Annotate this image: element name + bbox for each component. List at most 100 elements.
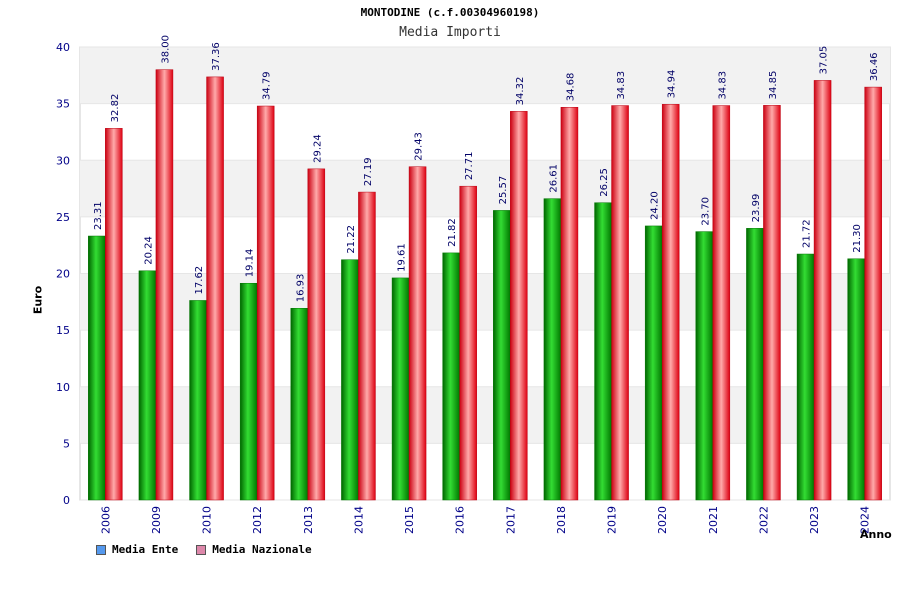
y-tick-label: 25 xyxy=(56,211,70,224)
x-tick-label: 2012 xyxy=(251,506,264,534)
data-label: 38.00 xyxy=(160,35,171,64)
y-tick-label: 30 xyxy=(56,154,70,167)
bar-media-ente xyxy=(594,202,612,501)
bar-media-nazionale xyxy=(408,166,427,501)
bar-media-ente xyxy=(644,225,663,501)
legend-swatch-media-ente xyxy=(96,544,106,555)
bar-media-ente xyxy=(442,252,460,501)
chart-title: MONTODINE (c.f.00304960198) xyxy=(360,6,540,19)
bar-media-nazionale xyxy=(813,80,832,501)
legend: Media Ente Media Nazionale xyxy=(96,543,312,556)
bar-media-nazionale xyxy=(661,104,680,501)
bar-media-nazionale xyxy=(864,86,882,501)
x-tick-label: 2022 xyxy=(757,506,770,534)
bar-media-ente xyxy=(138,270,157,501)
data-label: 21.72 xyxy=(802,219,813,248)
legend-label-media-nazionale: Media Nazionale xyxy=(212,543,312,556)
data-label: 29.24 xyxy=(312,134,323,163)
x-tick-label: 2016 xyxy=(454,506,467,534)
bar-media-nazionale xyxy=(358,191,376,501)
data-label: 17.62 xyxy=(194,266,205,295)
legend-swatch-media-nazionale xyxy=(196,544,207,555)
data-label: 21.22 xyxy=(346,225,357,254)
bar-media-nazionale xyxy=(256,105,275,501)
x-tick-labels: 2006 2009 2010 2012 2013 2014 2015 2016 2017 2018… xyxy=(99,506,871,534)
bar-media-nazionale xyxy=(510,111,528,501)
bar-media-ente xyxy=(341,259,359,501)
x-tick-label: 2013 xyxy=(302,506,315,534)
data-label: 36.46 xyxy=(869,52,880,81)
data-label: 27.71 xyxy=(464,152,475,181)
data-label: 37.05 xyxy=(819,46,830,75)
y-tick-label: 35 xyxy=(56,98,70,111)
bar-media-nazionale xyxy=(206,76,224,501)
x-tick-label: 2018 xyxy=(555,506,568,534)
data-label: 21.30 xyxy=(852,224,863,253)
bar-media-nazionale xyxy=(763,105,781,501)
y-tick-label: 0 xyxy=(63,494,70,507)
legend-item-media-ente: Media Ente xyxy=(96,543,178,556)
data-label: 23.31 xyxy=(93,201,104,230)
bar-media-nazionale xyxy=(712,105,731,501)
chart-subtitle: Media Importi xyxy=(399,25,501,40)
data-label: 20.24 xyxy=(143,236,154,265)
data-label: 23.70 xyxy=(700,197,711,226)
x-tick-label: 2010 xyxy=(201,506,214,534)
bar-media-ente xyxy=(391,277,410,501)
bar-media-nazionale xyxy=(611,105,629,501)
legend-label-media-ente: Media Ente xyxy=(112,543,179,556)
bar-media-ente xyxy=(239,282,258,501)
bar-media-ente xyxy=(543,198,562,501)
data-label: 21.82 xyxy=(447,218,458,247)
bar-media-ente xyxy=(493,210,511,501)
data-label: 26.61 xyxy=(548,164,559,193)
x-tick-label: 2021 xyxy=(707,506,720,534)
data-label: 23.99 xyxy=(751,194,762,223)
bar-media-nazionale xyxy=(307,168,326,501)
data-label: 34.83 xyxy=(616,71,627,100)
bar-media-nazionale xyxy=(560,106,579,501)
data-label: 37.36 xyxy=(211,42,222,71)
x-tick-label: 2017 xyxy=(504,506,517,534)
data-label: 26.25 xyxy=(599,168,610,197)
y-tick-labels: 0 5 10 15 20 25 30 35 40 xyxy=(56,41,70,507)
x-tick-label: 2006 xyxy=(99,506,112,534)
bar-media-ente xyxy=(796,253,815,501)
data-label: 32.82 xyxy=(110,94,121,123)
legend-item-media-nazionale: Media Nazionale xyxy=(196,543,312,556)
x-tick-label: 2023 xyxy=(808,506,821,534)
y-tick-label: 40 xyxy=(56,41,70,54)
data-label: 34.94 xyxy=(667,70,678,99)
data-label: 27.19 xyxy=(363,157,374,186)
x-axis-label: Anno xyxy=(860,528,892,541)
data-label: 34.32 xyxy=(515,77,526,106)
data-label: 34.85 xyxy=(768,71,779,100)
data-label: 24.20 xyxy=(650,191,661,220)
x-tick-label: 2024 xyxy=(859,506,872,534)
bar-media-nazionale xyxy=(105,128,123,501)
bar-media-nazionale xyxy=(459,185,477,501)
data-label: 16.93 xyxy=(295,274,306,303)
bar-media-nazionale xyxy=(155,69,174,501)
x-tick-label: 2009 xyxy=(150,506,163,534)
bar-media-ente xyxy=(189,300,207,501)
x-tick-label: 2015 xyxy=(403,506,416,534)
bar-media-ente xyxy=(746,228,764,501)
x-tick-label: 2020 xyxy=(656,506,669,534)
bar-media-ente xyxy=(290,308,309,501)
bar-media-ente xyxy=(695,231,714,501)
y-tick-label: 5 xyxy=(63,437,70,450)
bar-media-ente xyxy=(88,235,106,501)
y-tick-label: 10 xyxy=(56,381,70,394)
data-label: 19.61 xyxy=(397,243,408,272)
data-label: 19.14 xyxy=(245,249,256,278)
x-tick-label: 2014 xyxy=(352,506,365,534)
data-label: 34.68 xyxy=(565,73,576,102)
data-label: 34.83 xyxy=(717,71,728,100)
data-label: 34.79 xyxy=(262,71,273,100)
y-tick-label: 20 xyxy=(56,268,70,281)
data-label: 25.57 xyxy=(498,176,509,205)
y-tick-label: 15 xyxy=(56,324,70,337)
bars: 23.31 32.82 20.24 38.00 17.62 37.36 19.14 34.79… xyxy=(88,35,882,501)
